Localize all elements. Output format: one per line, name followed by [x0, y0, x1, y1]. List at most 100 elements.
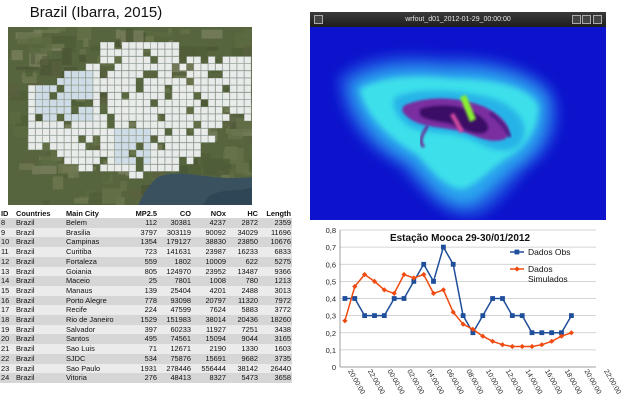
y-tick-label: 0,2	[326, 329, 336, 338]
grid-cell	[157, 63, 165, 71]
table-cell: 16233	[227, 247, 259, 257]
column-header[interactable]: Length	[259, 208, 292, 218]
table-cell: Brazil	[15, 334, 65, 345]
grid-cell	[150, 49, 158, 57]
table-cell: 397	[128, 324, 158, 335]
table-cell: 20	[0, 334, 15, 345]
column-header[interactable]: ID	[0, 208, 15, 218]
grid-cell	[42, 128, 50, 136]
series-line	[344, 245, 573, 335]
table-cell: 556444	[192, 363, 227, 374]
grid-cell	[78, 157, 86, 165]
grid-cell	[236, 63, 244, 71]
table-cell: 2488	[227, 285, 259, 296]
grid-cell	[143, 41, 151, 49]
grid-cell	[92, 85, 100, 93]
series-line	[344, 273, 572, 348]
table-cell: 3438	[259, 324, 292, 335]
grid-cell	[92, 149, 100, 157]
grid-cell	[164, 149, 172, 157]
grid-cell	[128, 70, 136, 78]
table-cell: SJDC	[65, 353, 128, 364]
grid-cell	[136, 99, 144, 107]
table-cell: Salvador	[65, 324, 128, 335]
grid-cell	[64, 106, 72, 114]
grid-cell	[121, 142, 129, 150]
data-point	[568, 330, 574, 336]
grid-cell	[35, 121, 43, 129]
maximize-button[interactable]	[582, 15, 591, 24]
grid-cell	[85, 106, 93, 114]
terrain-patch	[229, 169, 235, 179]
grid-cell	[172, 142, 180, 150]
grid-cell	[57, 92, 65, 100]
grid-cell	[128, 85, 136, 93]
grid-cell	[193, 56, 201, 64]
table-cell: 13487	[227, 266, 259, 277]
grid-cell	[164, 142, 172, 150]
legend-label: Dados Simulados	[528, 264, 568, 284]
grid-cell	[100, 135, 108, 143]
grid-cell	[150, 92, 158, 100]
grid-cell	[179, 106, 187, 114]
close-button[interactable]	[593, 15, 602, 24]
grid-cell	[143, 164, 151, 172]
grid-cell	[186, 70, 194, 78]
legend-label: Dados Obs	[528, 247, 571, 257]
grid-cell	[121, 78, 129, 86]
data-point	[441, 244, 446, 250]
terrain-patch	[21, 72, 37, 84]
column-header[interactable]: HC	[227, 208, 259, 218]
grid-cell	[85, 128, 93, 136]
terrain-patch	[64, 124, 77, 130]
column-header[interactable]: MP2.5	[128, 208, 158, 218]
grid-cell	[143, 113, 151, 121]
grid-cell	[107, 128, 115, 136]
grid-cell	[107, 149, 115, 157]
table-cell: Brazil	[15, 315, 65, 325]
table-cell: 15691	[192, 353, 227, 364]
grid-cell	[143, 121, 151, 129]
grid-cell	[71, 157, 79, 165]
table-row: 12 Brazil Fortaleza 559 1802 10009 622 5275	[0, 256, 292, 267]
table-cell: 9	[0, 227, 15, 238]
table-cell: 47599	[158, 305, 192, 316]
window-titlebar[interactable]: wrfout_d01_2012-01-29_00:00:00	[310, 12, 606, 27]
grid-cell	[85, 63, 93, 71]
grid-cell	[92, 106, 100, 114]
grid-cell	[244, 56, 252, 64]
table-cell: 3013	[259, 285, 292, 296]
grid-cell	[128, 135, 136, 143]
column-header[interactable]: CO	[158, 208, 192, 218]
table-row: 8 Brazil Belem 112 30381 4237 2872 2359	[0, 218, 292, 228]
table-cell: 495	[128, 334, 158, 345]
grid-cell	[42, 92, 50, 100]
table-cell: 1008	[192, 276, 227, 286]
grid-cell	[121, 99, 129, 107]
terrain-patch	[96, 136, 103, 145]
table-cell: 34029	[227, 227, 259, 238]
window-menu-button[interactable]	[314, 15, 323, 24]
terrain-patch	[79, 54, 87, 62]
data-point	[352, 296, 358, 301]
terrain-patch	[249, 144, 252, 157]
ocean-area	[203, 187, 252, 205]
column-header[interactable]: Main City	[65, 208, 128, 218]
table-row: 17 Brazil Recife 224 47599 7624 5883 3772	[0, 305, 292, 316]
table-cell: 18260	[259, 315, 292, 325]
grid-cell	[215, 106, 223, 114]
table-cell: Brazil	[15, 227, 65, 238]
grid-cell	[164, 121, 172, 129]
grid-cell	[64, 99, 72, 107]
table-cell: 8	[0, 218, 15, 228]
data-point	[352, 283, 358, 290]
grid-cell	[164, 63, 172, 71]
table-cell: Brazil	[15, 247, 65, 257]
grid-cell	[222, 99, 230, 107]
grid-cell	[208, 85, 216, 93]
column-header[interactable]: NOx	[192, 208, 227, 218]
minimize-button[interactable]	[572, 15, 581, 24]
table-cell: 2872	[227, 218, 259, 228]
data-point	[559, 330, 564, 336]
column-header[interactable]: Countries	[15, 208, 65, 218]
